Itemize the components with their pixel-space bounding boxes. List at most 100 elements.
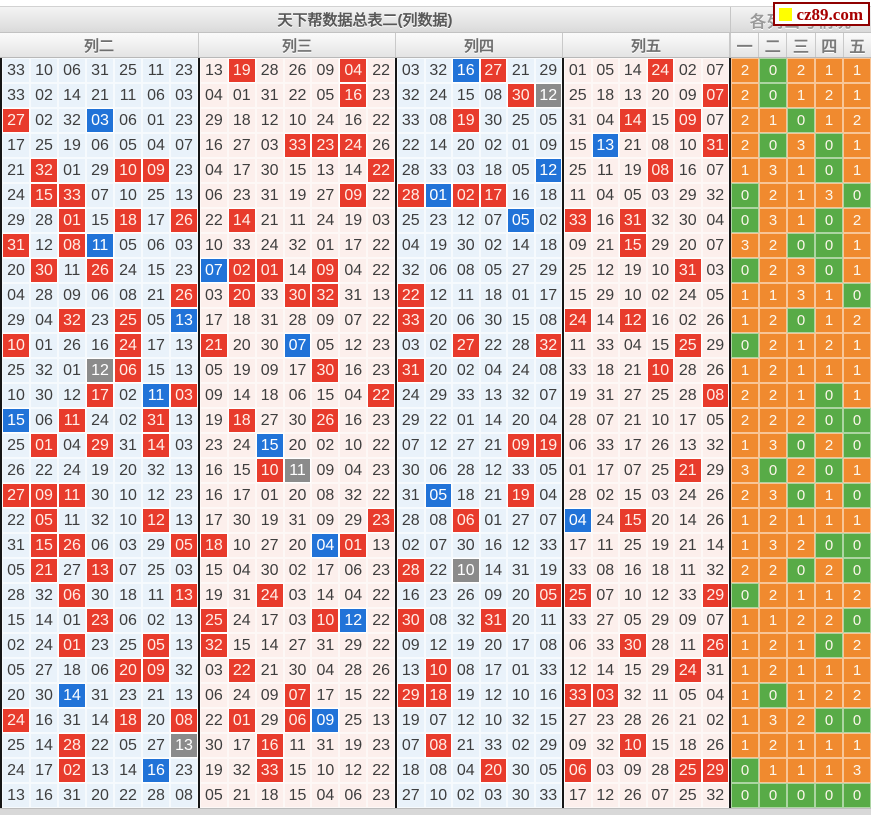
- column-group: 28 02 15 03 24 26: [564, 483, 729, 508]
- number-cell: 06: [86, 658, 114, 683]
- number-cell: 05: [142, 633, 170, 658]
- number-cell: 14: [30, 733, 58, 758]
- number-cell: 05: [534, 758, 562, 783]
- group-divider: [395, 358, 397, 383]
- number-cell: 12: [479, 683, 507, 708]
- number-cell: 12: [339, 608, 368, 633]
- number-cell: 23: [367, 83, 396, 108]
- table-row: 10 01 26 16 24 17 13 21 20 30 07 05 12 23 03 02 27 22 28 32…: [0, 333, 871, 358]
- number-cell: 10: [311, 608, 340, 633]
- stat-cell: 0: [843, 283, 871, 308]
- site-logo-link[interactable]: cz89.com: [773, 2, 870, 26]
- number-cell: 33: [227, 233, 256, 258]
- table-row: 22 05 11 32 10 12 13 17 30 19 31 09 29 23 28 08 06 01 27 07…: [0, 508, 871, 533]
- number-cell: 19: [255, 508, 284, 533]
- stat-cell: 0: [731, 258, 759, 283]
- number-cell: 28: [674, 383, 702, 408]
- number-cell: 33: [397, 308, 425, 333]
- number-cell: 20: [142, 708, 170, 733]
- table-row: 05 27 18 06 20 09 32 03 22 21 30 04 28 26 13 10 08 17 01 33…: [0, 658, 871, 683]
- stat-cell: 2: [843, 583, 871, 608]
- number-cell: 24: [86, 408, 114, 433]
- column-group: 04 01 31 22 05 16 23: [200, 83, 396, 108]
- number-cell: 20: [2, 683, 30, 708]
- number-cell: 04: [58, 433, 86, 458]
- number-cell: 16: [507, 183, 535, 208]
- group-divider: [395, 258, 397, 283]
- number-cell: 27: [227, 133, 256, 158]
- number-cell: 05: [507, 208, 535, 233]
- stat-header-2: 二: [758, 33, 786, 57]
- group-divider: [395, 408, 397, 433]
- column-group: 30 17 16 11 31 19 23: [200, 733, 396, 758]
- number-cell: 24: [339, 133, 368, 158]
- group-divider: [395, 208, 397, 233]
- number-cell: 25: [507, 108, 535, 133]
- number-cell: 15: [564, 133, 592, 158]
- table-row: 24 15 33 07 10 25 13 06 23 31 19 27 09 22 28 01 02 17 16 18…: [0, 183, 871, 208]
- number-cell: 10: [646, 408, 674, 433]
- group-divider: [0, 283, 2, 308]
- number-cell: 29: [339, 508, 368, 533]
- number-cell: 26: [367, 658, 396, 683]
- number-cell: 16: [339, 83, 368, 108]
- number-cell: 17: [2, 133, 30, 158]
- number-cell: 15: [646, 733, 674, 758]
- data-grid: 33 10 06 31 25 11 23 13 19 28 26 09 04 22 03 32 16 27 21 29…: [0, 58, 871, 808]
- number-cell: 04: [200, 158, 228, 183]
- stat-cell: 0: [759, 133, 787, 158]
- stat-header-1: 一: [730, 33, 758, 57]
- number-cell: 07: [424, 533, 452, 558]
- number-cell: 11: [283, 458, 312, 483]
- table-row: 10 30 12 17 02 11 03 09 14 18 06 15 04 22 24 29 33 13 32 07…: [0, 383, 871, 408]
- number-cell: 28: [58, 733, 86, 758]
- number-cell: 30: [507, 758, 535, 783]
- number-cell: 28: [564, 483, 592, 508]
- number-cell: 09: [507, 433, 535, 458]
- column-group: 28 08 06 01 27 07: [397, 508, 562, 533]
- number-cell: 16: [200, 133, 228, 158]
- number-cell: 29: [2, 208, 30, 233]
- stat-cell: 0: [843, 558, 871, 583]
- column-group: 33 03 32 11 05 04: [564, 683, 729, 708]
- column-group: 27 10 02 03 30 33: [397, 783, 562, 808]
- number-cell: 27: [255, 408, 284, 433]
- stat-cell: 2: [759, 558, 787, 583]
- number-cell: 31: [564, 108, 592, 133]
- number-cell: 03: [591, 758, 619, 783]
- group-divider: [729, 558, 731, 583]
- group-divider: [729, 583, 731, 608]
- number-cell: 11: [58, 408, 86, 433]
- number-cell: 32: [397, 83, 425, 108]
- column-group: 15 13 21 08 10 31: [564, 133, 729, 158]
- number-cell: 19: [452, 683, 480, 708]
- number-cell: 05: [200, 358, 228, 383]
- number-cell: 32: [30, 583, 58, 608]
- number-cell: 30: [674, 208, 702, 233]
- column-group: 28 32 06 30 18 11 13: [2, 583, 198, 608]
- number-cell: 01: [58, 358, 86, 383]
- number-cell: 21: [619, 408, 647, 433]
- number-cell: 12: [534, 158, 562, 183]
- number-cell: 32: [311, 283, 340, 308]
- column-group: 25 07 10 12 33 29: [564, 583, 729, 608]
- number-cell: 22: [367, 383, 396, 408]
- column-group: 31 04 14 15 09 07: [564, 108, 729, 133]
- number-cell: 28: [397, 558, 425, 583]
- number-cell: 32: [283, 233, 312, 258]
- number-cell: 05: [142, 308, 170, 333]
- number-cell: 09: [200, 383, 228, 408]
- number-cell: 01: [58, 633, 86, 658]
- number-cell: 32: [58, 308, 86, 333]
- group-divider: [395, 608, 397, 633]
- number-cell: 13: [674, 433, 702, 458]
- number-cell: 20: [507, 408, 535, 433]
- stat-cell: 2: [843, 308, 871, 333]
- number-cell: 30: [452, 233, 480, 258]
- number-cell: 30: [507, 83, 535, 108]
- number-cell: 20: [283, 433, 312, 458]
- stat-cell: 1: [731, 358, 759, 383]
- number-cell: 12: [534, 83, 562, 108]
- number-cell: 18: [255, 383, 284, 408]
